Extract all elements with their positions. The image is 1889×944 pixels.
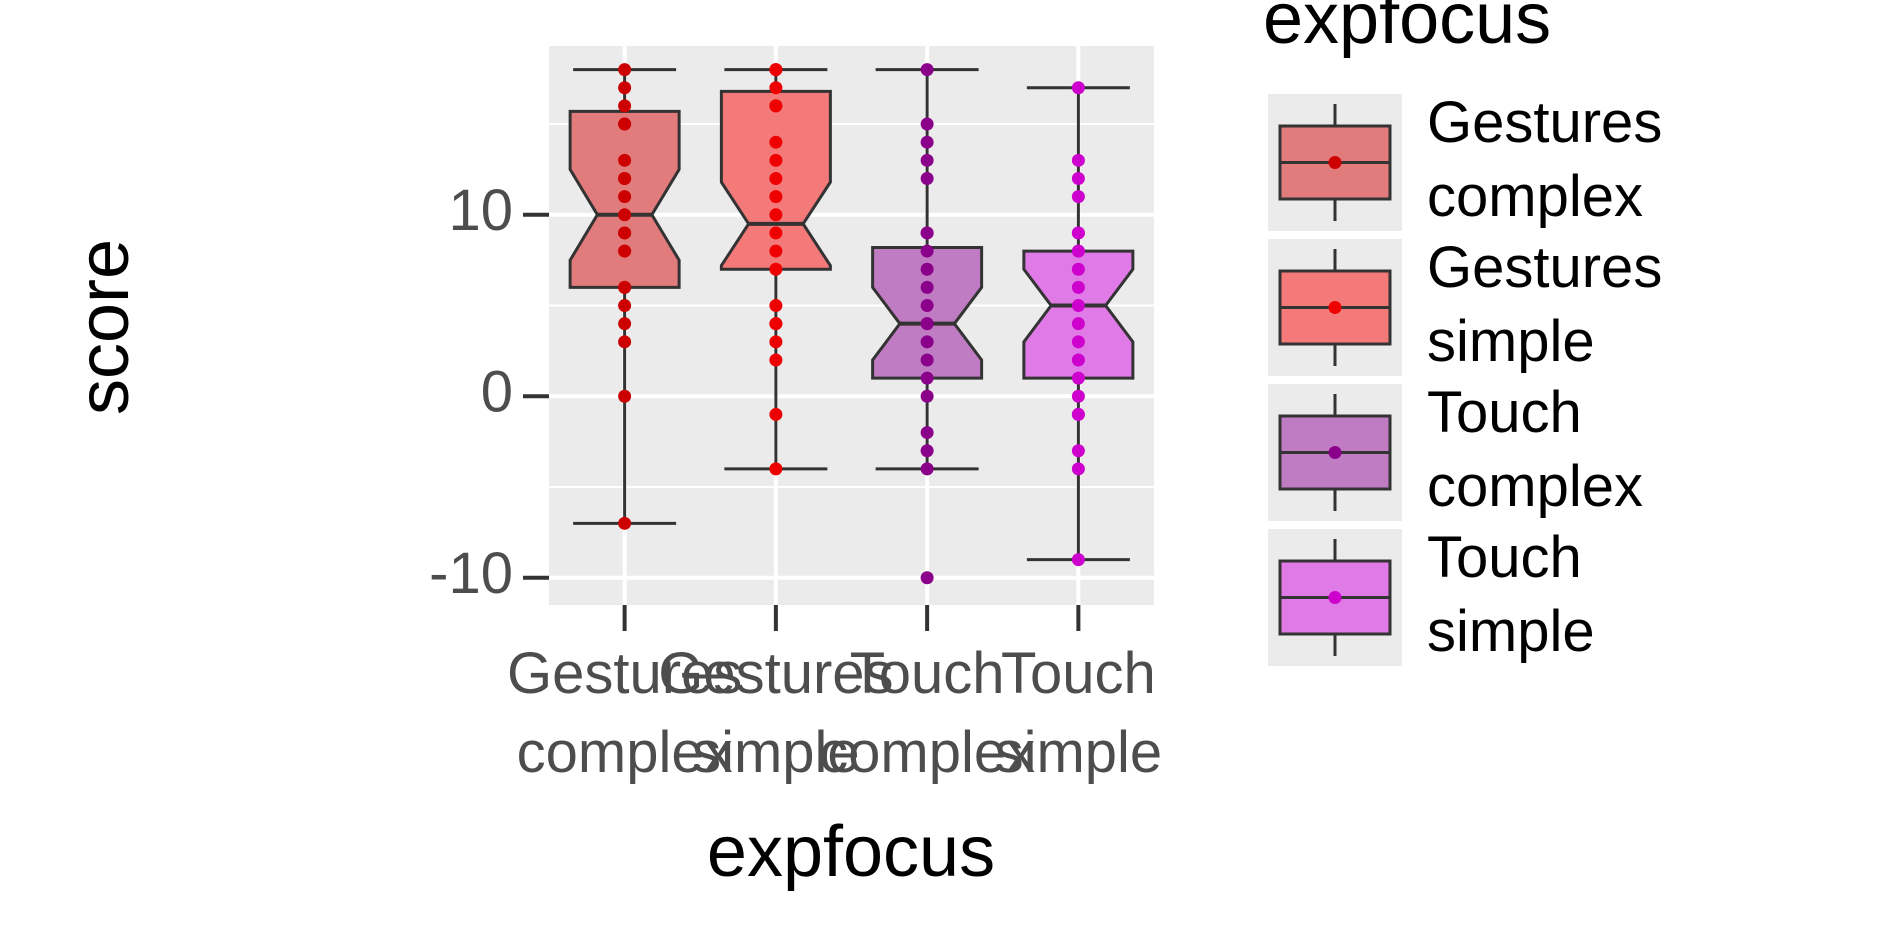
point	[618, 99, 632, 113]
point	[1071, 280, 1085, 294]
point	[769, 190, 783, 204]
point	[1071, 262, 1085, 276]
point	[618, 299, 632, 313]
point	[618, 208, 632, 222]
y-tick-label: 0	[481, 360, 513, 425]
point	[1071, 335, 1085, 349]
point	[618, 81, 632, 95]
point	[920, 153, 934, 167]
point	[769, 63, 783, 77]
point	[618, 117, 632, 131]
point	[618, 226, 632, 240]
point	[1071, 553, 1085, 567]
point	[769, 153, 783, 167]
point	[920, 63, 934, 77]
point	[769, 353, 783, 367]
point	[1071, 299, 1085, 313]
point	[769, 462, 783, 476]
point	[1071, 153, 1085, 167]
point	[1071, 389, 1085, 403]
y-axis-title: score	[64, 239, 144, 415]
point	[769, 81, 783, 95]
point	[1071, 244, 1085, 258]
point	[618, 153, 632, 167]
point	[920, 335, 934, 349]
point	[618, 389, 632, 403]
legend-point	[1328, 301, 1342, 314]
point	[769, 317, 783, 331]
point	[920, 262, 934, 276]
point	[618, 190, 632, 204]
x-tick-label: Gestures complex	[507, 641, 742, 785]
point	[920, 462, 934, 476]
legend-point	[1328, 591, 1342, 604]
point	[618, 335, 632, 349]
point	[920, 226, 934, 240]
point	[920, 299, 934, 313]
point	[920, 389, 934, 403]
point	[769, 262, 783, 276]
legend-point	[1328, 156, 1342, 169]
point	[618, 63, 632, 77]
legend-label: Gestures simple	[1427, 235, 1662, 374]
legend-label: Touch simple	[1427, 525, 1595, 664]
point	[618, 244, 632, 258]
point	[769, 135, 783, 149]
point	[1071, 444, 1085, 458]
x-tick-label: Touch complex	[819, 641, 1035, 785]
point	[769, 171, 783, 185]
point	[920, 280, 934, 294]
box	[1022, 249, 1135, 380]
legend-label: Touch complex	[1427, 380, 1643, 519]
point	[920, 371, 934, 385]
legend-label: Gestures complex	[1427, 90, 1662, 229]
y-tick-label: -10	[429, 541, 513, 606]
point	[618, 317, 632, 331]
x-tick-label: Touch simple	[995, 641, 1163, 785]
point	[769, 208, 783, 222]
point	[920, 317, 934, 331]
point	[920, 135, 934, 149]
point	[1071, 462, 1085, 476]
point	[769, 244, 783, 258]
point	[1071, 353, 1085, 367]
point	[1071, 81, 1085, 95]
point	[920, 426, 934, 440]
point	[1071, 171, 1085, 185]
legend-title: expfocus	[1263, 0, 1551, 59]
point	[1071, 371, 1085, 385]
box	[871, 245, 984, 380]
point	[769, 407, 783, 421]
point	[769, 299, 783, 313]
point	[769, 226, 783, 240]
point	[920, 444, 934, 458]
legend-point	[1328, 446, 1342, 459]
point	[920, 571, 934, 585]
point	[618, 280, 632, 294]
point	[769, 335, 783, 349]
point	[769, 99, 783, 113]
point	[618, 516, 632, 530]
point	[920, 117, 934, 131]
point	[1071, 317, 1085, 331]
point	[1071, 407, 1085, 421]
point	[1071, 226, 1085, 240]
point	[920, 353, 934, 367]
x-axis-title: expfocus	[707, 812, 995, 892]
point	[920, 244, 934, 258]
point	[618, 171, 632, 185]
x-tick-label: Gestures simple	[658, 641, 893, 785]
point	[920, 171, 934, 185]
y-tick-label: 10	[448, 178, 513, 243]
point	[1071, 190, 1085, 204]
